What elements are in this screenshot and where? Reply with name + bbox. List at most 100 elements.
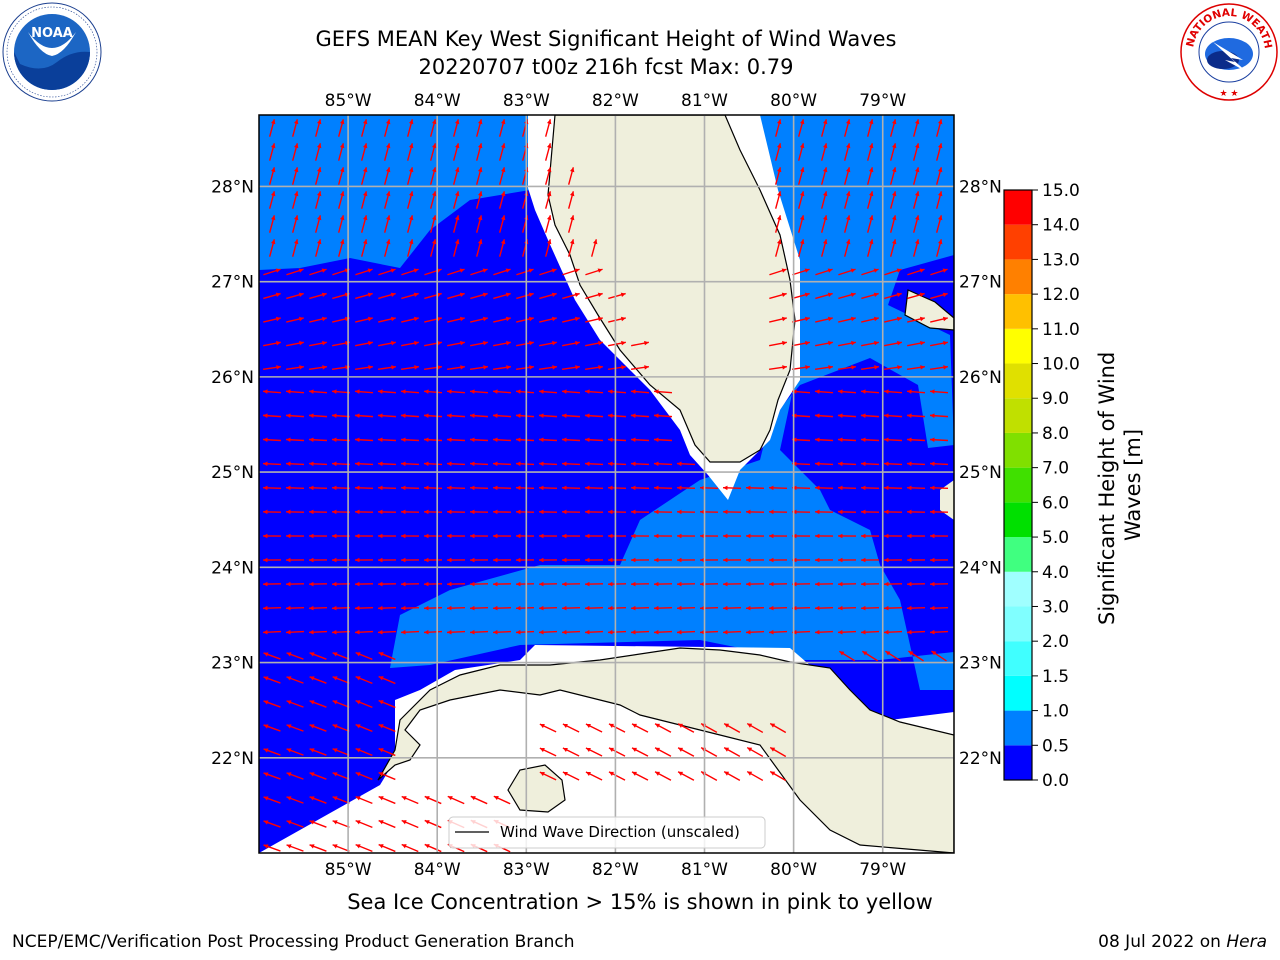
wave-arrowhead [362,143,368,149]
wave-arrowhead [355,605,360,611]
wave-arrowhead [378,629,383,635]
wave-arrowhead [424,485,429,491]
wave-arrowhead [378,437,383,443]
lon-label-bottom: 81°W [681,860,728,880]
wave-arrowhead [332,413,337,418]
wave-arrowhead [930,461,935,467]
wave-arrowhead [378,413,383,418]
wave-arrowhead [562,389,567,394]
wave-arrowhead [286,844,292,849]
wave-arrowhead [516,413,521,418]
wave-arrowhead [286,629,291,635]
wave-arrowhead [413,292,419,297]
wave-arrowhead [263,676,269,681]
wave-arrowhead [815,437,820,443]
wave-arrowhead [815,389,820,394]
wave-arrowhead [270,167,276,173]
wave-arrowhead [815,485,820,491]
wave-arrowhead [769,533,774,539]
wave-arrowhead [747,747,753,752]
wave-arrowhead [838,437,843,443]
wave-arrowhead [677,581,682,587]
wave-arrowhead [655,747,661,752]
colorbar-tick-label: 5.0 [1042,528,1069,548]
wave-arrowhead [378,509,383,515]
wave-arrowhead [907,437,912,443]
wave-arrowhead [286,557,291,563]
wave-arrowhead [815,557,820,563]
wave-arrowhead [804,316,810,322]
wave-arrowhead [408,119,414,125]
wave-arrowhead [943,340,948,346]
wave-arrowhead [539,437,544,443]
wave-arrowhead [454,191,460,197]
wave-arrowhead [631,389,636,394]
wave-arrowhead [391,340,396,346]
wave-arrowhead [385,239,391,245]
wave-arrowhead [424,557,429,563]
wave-arrowhead [873,316,879,322]
wave-arrowhead [937,119,943,125]
wave-arrowhead [482,292,488,297]
wave-arrowhead [447,581,452,587]
wave-arrowhead [851,340,856,346]
wave-arrowhead [677,557,682,563]
wave-arrowhead [546,215,552,221]
wave-arrowhead [861,629,866,635]
wave-arrowhead [309,820,315,825]
wave-arrowhead [424,796,430,801]
wave-arrowhead [700,557,705,563]
wave-arrowhead [575,340,580,346]
colorbar-segment [1004,467,1032,503]
wave-arrowhead [493,605,498,611]
wave-arrowhead [322,365,327,370]
wave-arrowhead [891,215,897,221]
wave-arrowhead [332,509,337,515]
wave-arrowhead [516,461,521,467]
colorbar-segment [1004,328,1032,364]
wave-arrowhead [907,533,912,539]
wave-arrowhead [585,413,590,418]
wave-arrowhead [861,605,866,611]
wave-arrowhead [309,748,315,753]
wave-arrowhead [270,143,276,149]
wave-arrowhead [747,723,753,728]
wave-arrowhead [424,581,429,587]
wave-arrowhead [746,629,751,635]
wave-arrowhead [845,119,851,125]
wave-arrowhead [516,437,521,443]
wave-arrowhead [746,509,751,515]
wave-arrowhead [362,215,368,221]
wave-arrowhead [470,437,475,443]
wave-arrowhead [815,581,820,587]
wave-arrowhead [447,485,452,491]
wave-arrowhead [355,557,360,563]
colorbar-tick-label: 0.5 [1042,736,1069,756]
wave-arrowhead [598,340,603,346]
wave-arrowhead [654,437,659,443]
wave-arrowhead [332,533,337,539]
wave-arrowhead [401,581,406,587]
wave-arrowhead [332,461,337,467]
wave-arrowhead [477,239,483,245]
colorbar-segment [1004,606,1032,642]
wave-arrowhead [355,724,361,729]
wave-arrowhead [263,557,268,563]
wave-arrowhead [585,461,590,467]
wave-arrowhead [574,316,580,322]
wave-arrowhead [263,485,268,491]
wave-arrowhead [838,461,843,467]
wave-arrowhead [597,316,603,322]
lon-label-bottom: 79°W [859,860,906,880]
colorbar: 0.0 0.5 1.0 1.5 2.0 3.0 4.0 5.0 6.0 7.0 8.0 9.0 10.0… [1003,181,1145,791]
wave-arrowhead [930,581,935,587]
wave-arrowhead [805,365,810,370]
wave-arrowhead [769,629,774,635]
wave-arrowhead [516,629,521,635]
wave-arrowhead [505,316,511,322]
wave-arrowhead [608,485,613,491]
colorbar-tick-label: 1.0 [1042,702,1069,722]
wave-arrowhead [493,485,498,491]
wave-arrowhead [723,533,728,539]
wave-arrowhead [321,292,327,297]
